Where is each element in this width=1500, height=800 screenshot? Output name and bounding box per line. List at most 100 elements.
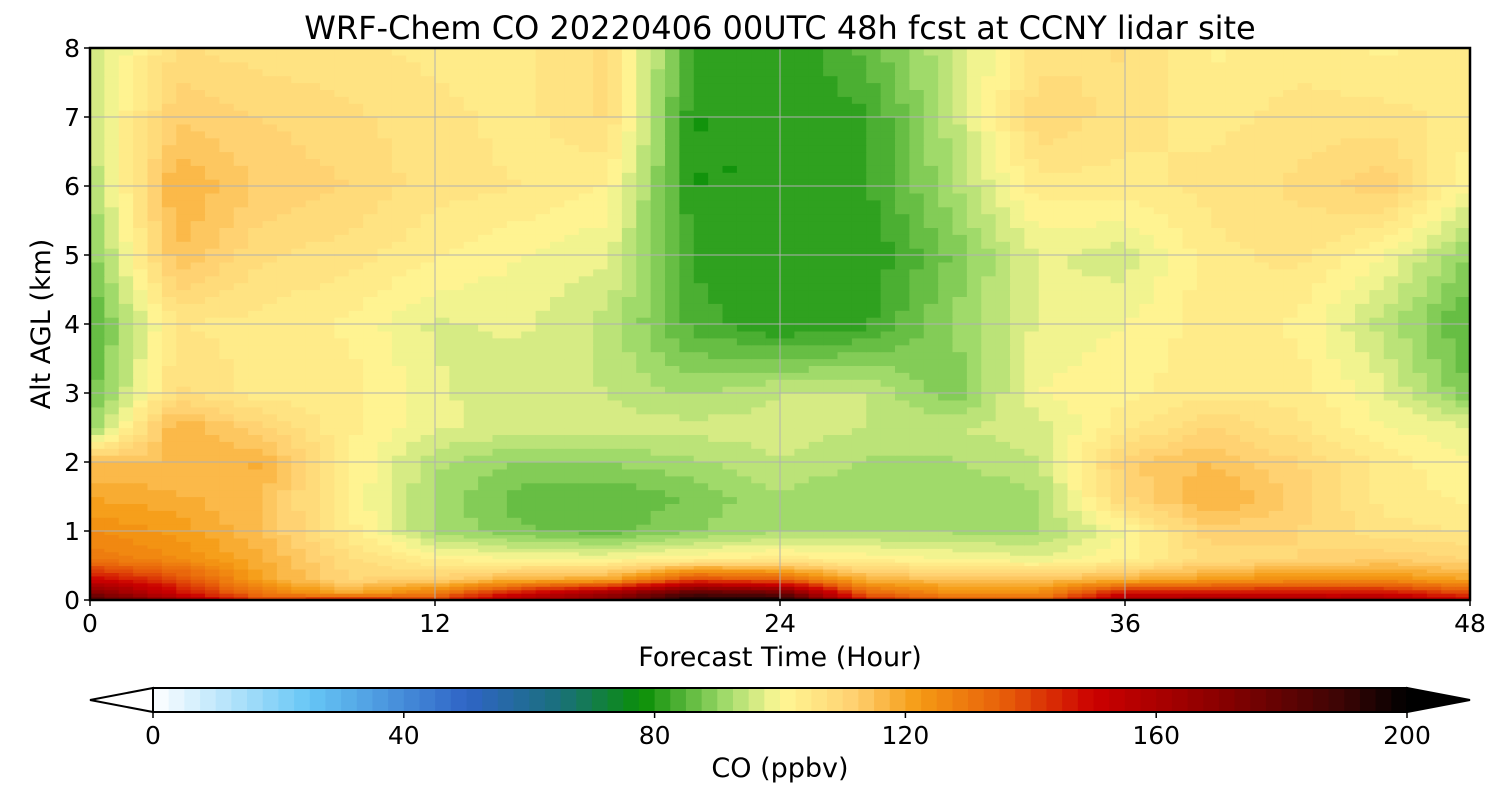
heatmap-cell xyxy=(1153,462,1169,470)
heatmap-cell xyxy=(305,555,321,560)
heatmap-cell xyxy=(391,351,407,360)
heatmap-cell xyxy=(233,510,249,518)
heatmap-cell xyxy=(1398,586,1414,591)
heatmap-cell xyxy=(348,572,364,577)
heatmap-cell xyxy=(219,534,235,539)
heatmap-cell xyxy=(621,337,637,346)
heatmap-cell xyxy=(550,496,565,504)
heatmap-cell xyxy=(248,565,264,570)
heatmap-cell xyxy=(535,503,551,511)
heatmap-cell xyxy=(1125,475,1140,484)
heatmap-cell xyxy=(1211,558,1227,563)
heatmap-cell xyxy=(535,537,551,542)
heatmap-cell xyxy=(780,475,795,484)
heatmap-cell xyxy=(420,537,436,542)
heatmap-cell xyxy=(535,555,551,560)
heatmap-cell xyxy=(1038,582,1054,587)
heatmap-cell xyxy=(276,589,292,594)
heatmap-cell xyxy=(1125,555,1140,560)
heatmap-cell xyxy=(550,524,565,532)
heatmap-cell xyxy=(104,496,120,504)
heatmap-cell xyxy=(1398,489,1414,498)
heatmap-cell xyxy=(104,386,120,394)
heatmap-cell xyxy=(1067,575,1083,580)
heatmap-cell xyxy=(578,324,594,332)
heatmap-cell xyxy=(1369,344,1385,353)
heatmap-cell xyxy=(1067,427,1083,435)
heatmap-cell xyxy=(521,386,537,394)
heatmap-cell xyxy=(981,317,997,325)
heatmap-cell xyxy=(679,565,695,570)
heatmap-cell xyxy=(420,393,436,401)
heatmap-cell xyxy=(1355,441,1370,449)
heatmap-cell xyxy=(1383,593,1399,598)
heatmap-cell xyxy=(1139,555,1155,560)
heatmap-cell xyxy=(391,565,407,570)
heatmap-cell xyxy=(291,562,307,567)
heatmap-cell xyxy=(1081,406,1097,415)
heatmap-cell xyxy=(736,455,752,463)
heatmap-cell xyxy=(1225,524,1241,532)
heatmap-cell xyxy=(1096,462,1112,470)
heatmap-cell xyxy=(1125,413,1140,422)
heatmap-cell xyxy=(104,489,120,498)
heatmap-cell xyxy=(966,482,982,491)
heatmap-cell xyxy=(449,562,465,567)
heatmap-cell xyxy=(219,537,235,542)
heatmap-cell xyxy=(981,358,997,366)
heatmap-cell xyxy=(521,510,537,518)
heatmap-cell xyxy=(1081,537,1097,542)
heatmap-cell xyxy=(1340,413,1356,422)
heatmap-cell xyxy=(966,462,982,470)
heatmap-cell xyxy=(1326,524,1342,532)
heatmap-cell xyxy=(463,558,479,563)
heatmap-cell xyxy=(1441,413,1457,422)
heatmap-cell xyxy=(578,455,594,463)
heatmap-cell xyxy=(1297,503,1313,511)
heatmap-cell xyxy=(1254,541,1270,546)
heatmap-cell xyxy=(435,455,450,463)
heatmap-cell xyxy=(895,427,910,435)
heatmap-cell xyxy=(1283,344,1299,353)
heatmap-cell xyxy=(320,496,335,504)
heatmap-cell xyxy=(578,310,594,318)
heatmap-cell xyxy=(593,379,609,387)
heatmap-cell xyxy=(966,448,982,456)
heatmap-cell xyxy=(736,548,752,553)
heatmap-cell xyxy=(233,531,249,536)
heatmap-cell xyxy=(708,510,724,518)
heatmap-cell xyxy=(1441,568,1457,573)
heatmap-cell xyxy=(578,468,594,477)
heatmap-cell xyxy=(133,510,149,518)
heatmap-cell xyxy=(952,568,968,573)
heatmap-cell xyxy=(1038,496,1054,504)
heatmap-cell xyxy=(305,468,321,477)
heatmap-cell xyxy=(363,489,379,498)
heatmap-cell xyxy=(262,462,278,470)
heatmap-cell xyxy=(1455,510,1470,518)
heatmap-cell xyxy=(550,406,565,415)
heatmap-cell xyxy=(665,413,680,422)
heatmap-cell xyxy=(880,455,896,463)
heatmap-cell xyxy=(1340,496,1356,504)
heatmap-cell xyxy=(1441,455,1457,463)
heatmap-cell xyxy=(607,503,623,511)
heatmap-cell xyxy=(981,448,997,456)
heatmap-cell xyxy=(90,475,105,484)
heatmap-cell xyxy=(176,399,192,408)
heatmap-cell xyxy=(593,593,609,598)
heatmap-cell xyxy=(909,575,925,580)
heatmap-cell xyxy=(1297,434,1313,442)
heatmap-cell xyxy=(1426,524,1442,532)
heatmap-cell xyxy=(1369,365,1385,373)
heatmap-cell xyxy=(995,393,1011,401)
heatmap-cell xyxy=(808,413,824,422)
heatmap-cell xyxy=(420,489,436,498)
heatmap-cell xyxy=(1369,510,1385,518)
heatmap-cell xyxy=(118,568,134,573)
heatmap-cell xyxy=(1139,393,1155,401)
heatmap-cell xyxy=(708,413,724,422)
heatmap-cell xyxy=(1153,427,1169,435)
heatmap-cell xyxy=(1168,534,1184,539)
heatmap-cell xyxy=(1240,455,1255,463)
